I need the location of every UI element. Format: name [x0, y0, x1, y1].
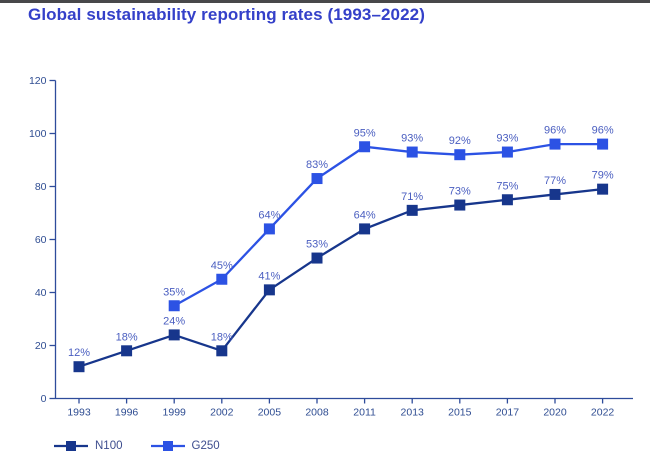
data-label-n100: 75% — [496, 180, 518, 192]
series-line-n100 — [78, 188, 603, 368]
data-label-n100: 18% — [211, 331, 233, 343]
legend-item-n100: N100 — [54, 440, 123, 452]
data-label-g250: 64% — [258, 209, 280, 221]
x-tick-label: 1999 — [163, 407, 187, 419]
data-label-n100: 64% — [354, 209, 376, 221]
data-label-n100: 41% — [258, 270, 280, 282]
data-point-n100 — [216, 345, 228, 357]
x-tick-label: 1996 — [115, 407, 139, 419]
data-label-g250: 35% — [163, 286, 185, 298]
x-tick-label: 2002 — [210, 407, 234, 419]
y-tick-label: 20 — [35, 340, 47, 352]
data-point-g250 — [406, 146, 418, 158]
series-line-g250 — [173, 142, 603, 307]
chart-title: Global sustainability reporting rates (1… — [28, 5, 425, 24]
data-label-n100: 71% — [401, 191, 423, 203]
x-tick-label: 1993 — [67, 407, 91, 419]
data-label-n100: 73% — [449, 186, 471, 198]
data-label-g250: 96% — [592, 125, 614, 137]
y-tick-label: 120 — [29, 75, 47, 87]
data-point-g250 — [501, 146, 513, 158]
x-tick-label: 2020 — [543, 407, 567, 419]
top-border — [0, 0, 650, 3]
data-label-n100: 79% — [592, 170, 614, 182]
data-label-n100: 18% — [116, 331, 138, 343]
data-point-n100 — [501, 194, 513, 206]
data-point-n100 — [597, 183, 609, 195]
data-point-g250 — [454, 149, 466, 161]
legend-marker-g250 — [150, 441, 185, 451]
data-point-g250 — [263, 223, 275, 235]
data-label-g250: 92% — [449, 135, 471, 147]
y-tick-label: 60 — [35, 234, 47, 246]
legend-item-g250: G250 — [150, 440, 220, 452]
y-tick-label: 40 — [35, 287, 47, 299]
data-point-n100 — [73, 361, 85, 373]
data-point-g250 — [311, 173, 323, 185]
y-tick-label: 0 — [41, 393, 47, 405]
data-label-g250: 93% — [496, 133, 518, 145]
data-point-g250 — [549, 138, 561, 150]
data-point-g250 — [359, 141, 371, 153]
x-tick-label: 2011 — [353, 407, 376, 419]
x-tick-label: 2005 — [258, 407, 282, 419]
data-point-n100 — [168, 329, 180, 341]
data-label-g250: 95% — [354, 127, 376, 139]
y-tick-label: 100 — [29, 128, 47, 140]
data-point-g250 — [597, 138, 609, 150]
legend-square — [162, 441, 173, 451]
data-point-g250 — [216, 273, 228, 285]
data-label-n100: 12% — [68, 347, 90, 359]
legend-square — [66, 441, 76, 451]
data-point-g250 — [168, 300, 180, 312]
x-tick-label: 2022 — [591, 407, 615, 419]
x-tick-label: 2015 — [448, 407, 472, 419]
data-label-n100: 77% — [544, 175, 566, 187]
data-label-n100: 24% — [163, 315, 185, 327]
data-label-g250: 96% — [544, 125, 566, 137]
chart-legend: N100 G250 — [54, 440, 220, 452]
legend-label-g250: G250 — [191, 440, 220, 452]
data-point-n100 — [121, 345, 133, 357]
data-label-g250: 93% — [401, 133, 423, 145]
data-point-n100 — [359, 223, 371, 235]
x-tick-label: 2017 — [496, 407, 520, 419]
y-tick-label: 80 — [35, 181, 47, 193]
x-tick-label: 2008 — [305, 407, 329, 419]
legend-marker-n100 — [54, 441, 88, 451]
x-tick-label: 2013 — [401, 407, 425, 419]
legend-label-n100: N100 — [95, 440, 123, 452]
data-point-n100 — [263, 284, 275, 296]
data-point-n100 — [406, 204, 418, 216]
data-point-n100 — [454, 199, 466, 211]
data-point-n100 — [311, 252, 323, 264]
data-label-g250: 83% — [306, 159, 328, 171]
data-label-g250: 45% — [211, 260, 233, 272]
data-point-n100 — [549, 188, 561, 200]
data-label-n100: 53% — [306, 239, 328, 251]
